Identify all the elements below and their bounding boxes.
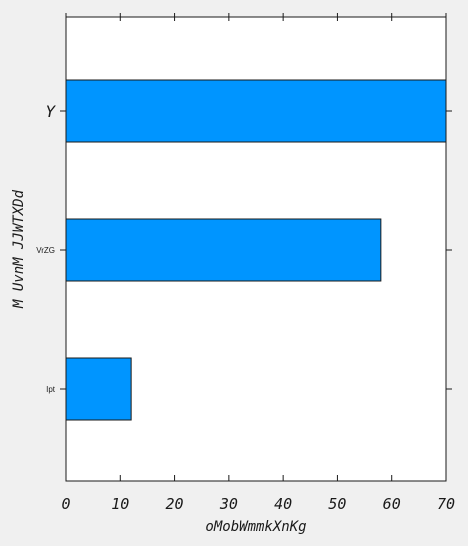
x-axis-title: oMobWmmkXnKg [205,519,306,535]
x-tick-label: 0 [61,495,70,513]
x-tick-labels: 0 10 20 30 40 50 60 70 [61,495,455,513]
plot-frame [65,16,447,482]
bars-group [65,79,447,421]
x-tick-label: 20 [166,495,184,513]
y-category-label: Y [45,102,56,121]
y-category-label: VrZG [36,246,55,255]
bar-vrzg [65,218,382,282]
x-tick-label: 70 [437,495,455,513]
x-tick-label: 40 [274,495,292,513]
x-tick-label: 50 [328,495,346,513]
bar-y [65,79,447,143]
y-category-labels: Y VrZG Ipt [36,102,56,394]
x-tick-label: 10 [111,495,129,513]
bar-ipt [65,357,132,421]
y-category-label: Ipt [46,385,56,394]
y-axis-title: M UvnM JJWTXDd [11,189,27,309]
x-tick-label: 60 [383,495,401,513]
x-tick-label: 30 [219,495,238,513]
